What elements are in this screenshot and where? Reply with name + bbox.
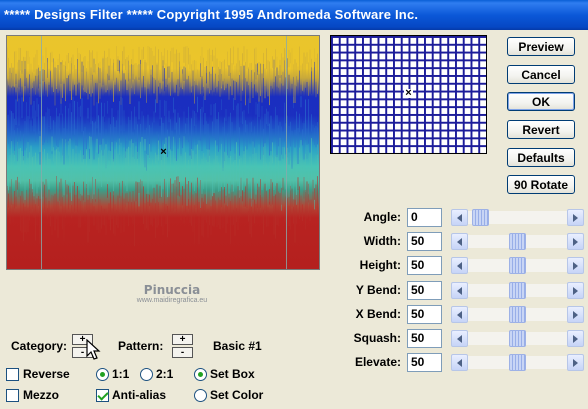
ok-button[interactable]: OK [507, 92, 575, 111]
angle-slider-track[interactable] [468, 211, 567, 224]
height-slider[interactable] [451, 257, 584, 274]
width-slider-thumb[interactable] [509, 233, 526, 250]
x-bend-label: X Bend: [355, 307, 401, 321]
angle-slider-left-arrow-icon[interactable] [451, 209, 468, 226]
ratio-1-1-radio[interactable] [96, 368, 109, 381]
reverse-label: Reverse [23, 367, 70, 381]
elevate-label: Elevate: [354, 355, 401, 369]
preview-image[interactable]: × [6, 35, 320, 270]
squash-slider-right-arrow-icon[interactable] [567, 330, 584, 347]
width-label: Width: [363, 234, 401, 248]
height-label: Height: [359, 258, 401, 272]
cancel-button[interactable]: Cancel [507, 65, 575, 84]
mezzo-checkbox[interactable] [6, 389, 19, 402]
x-bend-input[interactable]: 50 [407, 305, 442, 324]
angle-input[interactable]: 0 [407, 208, 442, 227]
preview-guide-left [41, 36, 42, 269]
squash-label: Squash: [353, 331, 401, 345]
elevate-slider-thumb[interactable] [509, 354, 526, 371]
anti-alias-checkbox[interactable] [96, 389, 109, 402]
squash-slider-thumb[interactable] [509, 330, 526, 347]
elevate-slider-right-arrow-icon[interactable] [567, 354, 584, 371]
defaults-button[interactable]: Defaults [507, 148, 575, 167]
height-slider-right-arrow-icon[interactable] [567, 257, 584, 274]
elevate-slider[interactable] [451, 354, 584, 371]
angle-label: Angle: [363, 210, 401, 224]
grid-crosshair-icon[interactable]: × [404, 87, 413, 99]
set-color-radio[interactable] [194, 389, 207, 402]
x-bend-slider-thumb[interactable] [509, 306, 526, 323]
squash-input[interactable]: 50 [407, 329, 442, 348]
revert-button[interactable]: Revert [507, 120, 575, 139]
reverse-checkbox[interactable] [6, 368, 19, 381]
ratio-1-1-label: 1:1 [112, 367, 130, 381]
elevate-input[interactable]: 50 [407, 353, 442, 372]
x-bend-slider-left-arrow-icon[interactable] [451, 306, 468, 323]
width-slider-left-arrow-icon[interactable] [451, 233, 468, 250]
angle-slider-thumb[interactable] [472, 209, 489, 226]
set-color-label: Set Color [210, 388, 264, 402]
category-label: Category: [11, 339, 68, 353]
elevate-slider-left-arrow-icon[interactable] [451, 354, 468, 371]
y-bend-slider-left-arrow-icon[interactable] [451, 282, 468, 299]
set-box-label: Set Box [210, 367, 255, 381]
y-bend-input[interactable]: 50 [407, 281, 442, 300]
watermark: Pinuccia www.maidiregrafica.eu [127, 283, 217, 304]
x-bend-slider-right-arrow-icon[interactable] [567, 306, 584, 323]
rotate-button[interactable]: 90 Rotate [507, 175, 575, 194]
preview-texture [7, 46, 318, 247]
y-bend-label: Y Bend: [355, 283, 401, 297]
angle-slider[interactable] [451, 209, 584, 226]
squash-slider[interactable] [451, 330, 584, 347]
pattern-name: Basic #1 [213, 339, 262, 353]
ratio-2-1-label: 2:1 [156, 367, 174, 381]
pattern-plus-button[interactable]: + [172, 334, 193, 345]
pattern-label: Pattern: [118, 339, 164, 353]
width-slider[interactable] [451, 233, 584, 250]
y-bend-slider-right-arrow-icon[interactable] [567, 282, 584, 299]
pattern-stepper[interactable]: + - [172, 334, 193, 359]
height-slider-left-arrow-icon[interactable] [451, 257, 468, 274]
anti-alias-label: Anti-alias [112, 388, 167, 402]
preview-crosshair-icon[interactable]: × [160, 146, 167, 158]
set-box-radio[interactable] [194, 368, 207, 381]
y-bend-slider[interactable] [451, 282, 584, 299]
mouse-pointer-icon [86, 339, 101, 360]
window-title: ***** Designs Filter ***** Copyright 199… [4, 7, 419, 22]
ratio-2-1-radio[interactable] [140, 368, 153, 381]
y-bend-slider-thumb[interactable] [509, 282, 526, 299]
watermark-site: www.maidiregrafica.eu [136, 297, 208, 304]
preview-button[interactable]: Preview [507, 37, 575, 56]
angle-slider-right-arrow-icon[interactable] [567, 209, 584, 226]
height-input[interactable]: 50 [407, 256, 442, 275]
pattern-grid-preview[interactable]: × [330, 35, 487, 154]
preview-guide-right [286, 36, 287, 269]
width-input[interactable]: 50 [407, 232, 442, 251]
watermark-name: Pinuccia [143, 283, 201, 297]
mezzo-label: Mezzo [23, 388, 59, 402]
category-plus-button[interactable]: + [72, 334, 93, 345]
width-slider-right-arrow-icon[interactable] [567, 233, 584, 250]
height-slider-thumb[interactable] [509, 257, 526, 274]
window-title-bar[interactable]: ***** Designs Filter ***** Copyright 199… [0, 0, 588, 30]
squash-slider-left-arrow-icon[interactable] [451, 330, 468, 347]
x-bend-slider[interactable] [451, 306, 584, 323]
pattern-minus-button[interactable]: - [172, 347, 193, 358]
